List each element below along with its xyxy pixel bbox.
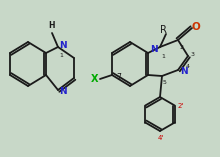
Text: N: N (150, 46, 158, 54)
Text: 1: 1 (161, 54, 165, 59)
Text: 4': 4' (158, 135, 164, 141)
Text: R: R (160, 25, 167, 35)
Text: O: O (192, 22, 200, 32)
Text: H: H (48, 21, 54, 30)
Text: 4: 4 (186, 65, 190, 70)
Text: 5: 5 (163, 80, 167, 85)
Text: N: N (180, 67, 188, 76)
Text: 7: 7 (117, 73, 121, 81)
Text: X: X (91, 74, 99, 84)
Text: 2: 2 (180, 45, 184, 50)
Text: 1: 1 (59, 53, 63, 58)
Text: 2': 2' (178, 103, 184, 108)
Text: N: N (59, 41, 67, 51)
Text: N: N (59, 87, 67, 95)
Text: 3: 3 (191, 52, 195, 57)
